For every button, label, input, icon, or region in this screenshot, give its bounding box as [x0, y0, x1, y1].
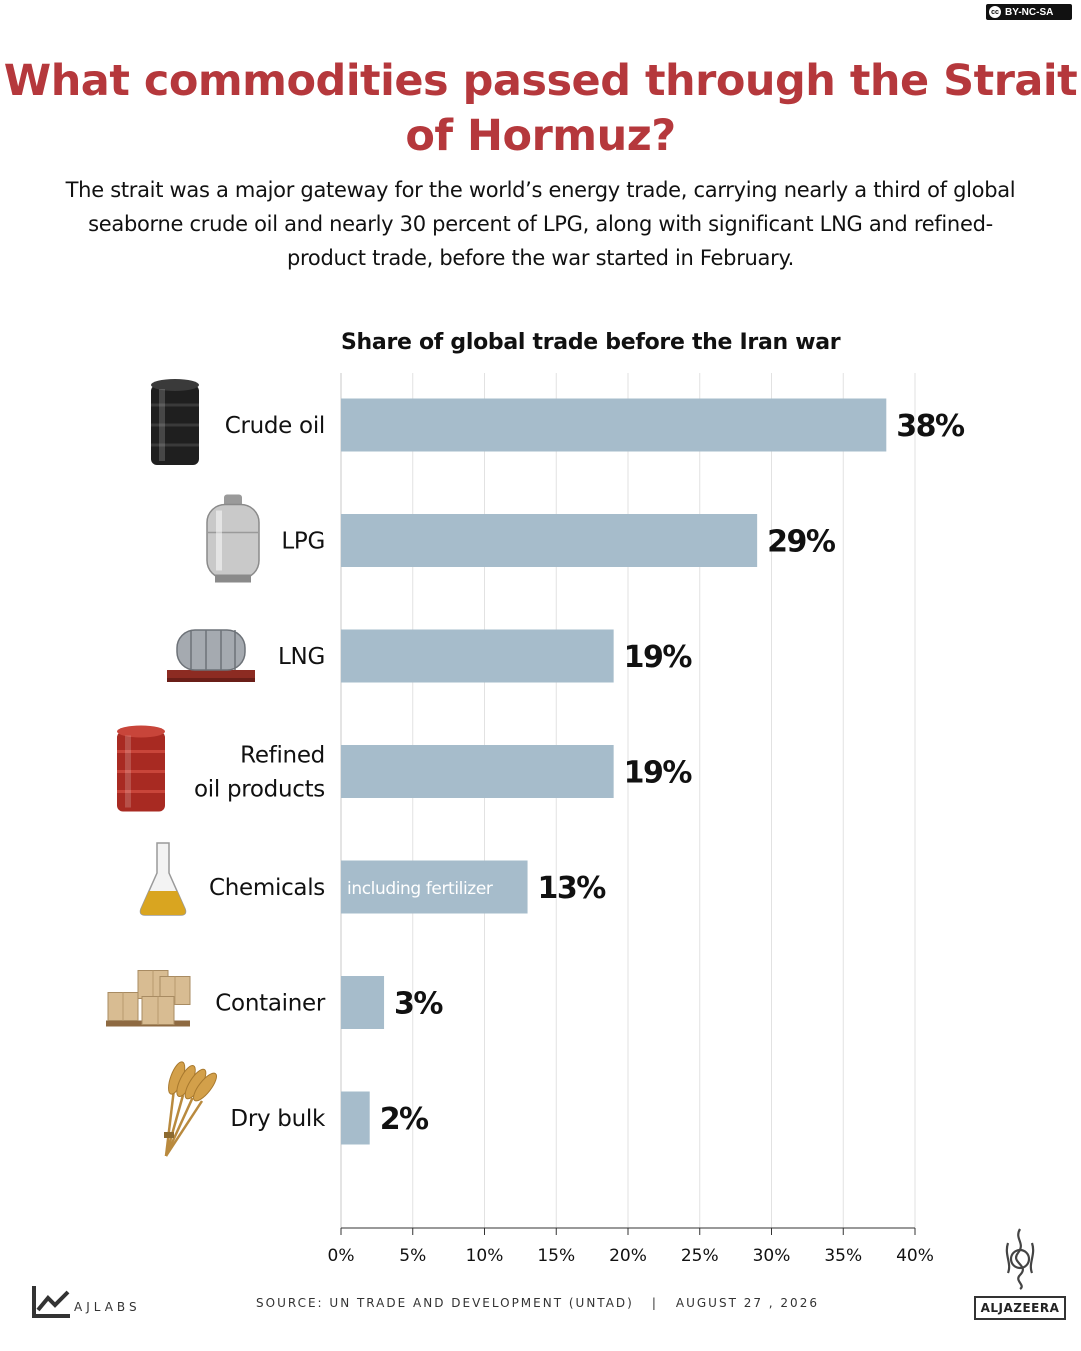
bar [341, 745, 614, 798]
ajlabs-chart-icon [32, 1286, 70, 1318]
bar [341, 514, 758, 567]
bar [341, 1091, 370, 1145]
footer-separator: | [651, 1296, 658, 1310]
bar [341, 398, 887, 452]
footer-source-line: SOURCE: UN TRADE AND DEVELOPMENT (UNTAD)… [256, 1296, 819, 1310]
category-label: Crude oil [225, 413, 325, 439]
aljazeera-wordmark: ALJAZEERA [974, 1296, 1066, 1320]
boxes-icon [106, 970, 191, 1027]
bar-annotation: including fertilizer [347, 879, 493, 899]
license-badge: cc BY-NC-SA [986, 4, 1072, 20]
oil-barrel-black-icon [151, 379, 199, 465]
wheat-icon [164, 1061, 217, 1157]
flask-icon [139, 842, 187, 916]
x-tick-label: 35% [824, 1246, 862, 1266]
category-label: Container [215, 991, 326, 1017]
lng-tank-icon [167, 629, 255, 682]
gas-cylinder-icon [206, 494, 260, 583]
page-subtitle: The strait was a major gateway for the w… [65, 178, 1016, 270]
date-text: AUGUST 27 , 2026 [675, 1296, 819, 1310]
category-label: LPG [281, 529, 325, 555]
x-tick-label: 15% [537, 1246, 575, 1266]
category-label: Refined [240, 743, 325, 769]
license-text: BY-NC-SA [1005, 6, 1054, 18]
category-label: Chemicals [209, 875, 325, 901]
category-label: Dry bulk [230, 1106, 326, 1132]
oil-barrel-red-icon [117, 725, 165, 812]
x-tick-label: 30% [753, 1246, 791, 1266]
data-label: 29% [767, 525, 836, 560]
bar [341, 860, 528, 914]
category-label: oil products [194, 777, 325, 803]
x-tick-label: 40% [896, 1246, 934, 1266]
data-label: 2% [380, 1102, 429, 1137]
x-tick-label: 0% [328, 1246, 355, 1266]
x-tick-label: 5% [399, 1246, 426, 1266]
data-label: 38% [896, 409, 965, 444]
data-label: 3% [394, 987, 443, 1022]
aljazeera-calligraphy-icon [1005, 1228, 1035, 1290]
bar [341, 629, 614, 683]
source-text: SOURCE: UN TRADE AND DEVELOPMENT (UNTAD) [256, 1296, 634, 1310]
x-tick-label: 25% [681, 1246, 719, 1266]
data-label: 19% [624, 756, 693, 791]
x-tick-label: 20% [609, 1246, 647, 1266]
bar [341, 976, 385, 1029]
category-label: LNG [278, 644, 325, 670]
ajlabs-text: AJLABS [74, 1300, 141, 1314]
data-label: 19% [624, 640, 693, 675]
creative-commons-icon: cc [989, 6, 1001, 18]
data-label: 13% [538, 871, 607, 906]
x-tick-label: 10% [466, 1246, 504, 1266]
page-title: What commodities passed through the Stra… [3, 56, 1078, 161]
aljazeera-logo: ALJAZEERA [974, 1225, 1066, 1320]
ajlabs-logo: AJLABS [30, 1284, 141, 1320]
chart-title: Share of global trade before the Iran wa… [341, 330, 841, 355]
